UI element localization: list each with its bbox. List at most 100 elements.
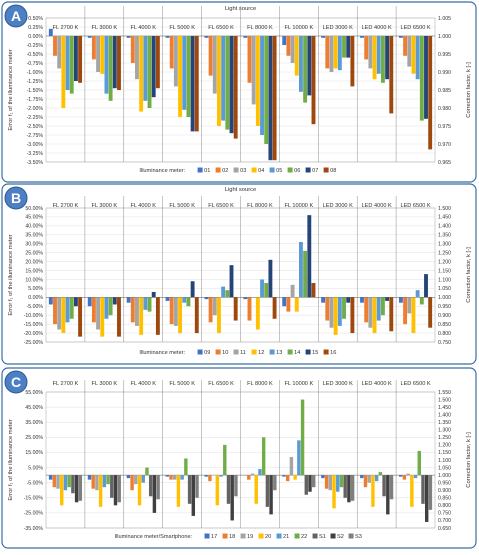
bar-20-5: [255, 475, 258, 504]
legend-swatch-S2: [331, 534, 336, 539]
legend-swatch-14: [288, 350, 293, 355]
bar-13-5: [260, 279, 264, 297]
bar-03-8: [368, 36, 372, 68]
bar-S1-5: [266, 475, 269, 507]
bar-01-1: [88, 36, 92, 38]
bar-19-1: [95, 475, 98, 490]
y2-tick-label: 1.550: [438, 390, 451, 396]
bar-06-3: [186, 36, 190, 117]
y2-tick-label: 1.000: [438, 295, 451, 301]
bar-S3-8: [390, 475, 393, 499]
y2-tick-label: 1.250: [438, 250, 451, 256]
category-label: FL 4000 K: [130, 25, 156, 31]
bar-11-6: [291, 285, 295, 298]
bar-20-9: [410, 475, 413, 507]
bar-02-6: [286, 36, 290, 56]
bar-12-4: [217, 297, 221, 333]
category-label: FL 8000 K: [247, 203, 273, 209]
bar-05-0: [66, 36, 70, 90]
bar-12-9: [412, 297, 416, 333]
bar-10-2: [131, 297, 135, 322]
y2-tick-label: 1.150: [438, 268, 451, 274]
bar-10-7: [325, 297, 329, 320]
bar-19-9: [406, 474, 409, 476]
y-tick-label: -25.00%: [24, 340, 44, 346]
bar-09-8: [360, 297, 364, 302]
y-tick-label: 35.00%: [25, 420, 43, 426]
bar-04-8: [373, 36, 377, 79]
bar-18-3: [169, 475, 172, 480]
bar-01-5: [243, 36, 247, 38]
bar-11-4: [213, 297, 217, 315]
bar-17-1: [88, 475, 91, 480]
bar-S2-3: [192, 475, 195, 516]
bar-11-2: [135, 297, 139, 326]
bar-15-1: [113, 297, 117, 304]
bar-10-5: [248, 297, 252, 320]
bar-15-7: [346, 297, 350, 302]
bar-11-0: [57, 297, 61, 329]
bar-16-6: [312, 283, 316, 297]
bar-14-4: [225, 290, 229, 297]
category-label: FL 3000 K: [92, 203, 118, 209]
y2-tick-label: 0.900: [438, 313, 451, 319]
category-label: FL 10000 K: [284, 381, 313, 387]
bar-13-0: [66, 297, 70, 322]
category-label: FL 2700 K: [53, 381, 79, 387]
panel-badge-label: B: [11, 190, 21, 206]
y-tick-label: -3.25%: [27, 151, 44, 157]
y2-tick-label: 1.050: [438, 465, 451, 471]
y2-axis-title: Correction factor, k [-]: [466, 432, 472, 488]
bar-21-6: [297, 440, 300, 475]
legend-title: Illuminance meter:: [139, 350, 185, 356]
bar-02-7: [325, 36, 329, 68]
bar-12-5: [256, 297, 260, 329]
bar-08-6: [312, 36, 316, 124]
bar-S1-8: [382, 475, 385, 496]
bar-07-5: [268, 36, 272, 160]
bar-06-4: [225, 36, 229, 130]
legend-swatch-10: [216, 350, 221, 355]
y-tick-label: -2.50%: [27, 124, 44, 130]
bar-05-7: [338, 36, 342, 70]
legend-item-S1: S1: [319, 534, 326, 540]
legend-item-11: 11: [240, 350, 246, 356]
bar-01-7: [321, 36, 325, 38]
bar-15-8: [385, 297, 389, 301]
category-label: LED 3000 K: [323, 203, 353, 209]
bar-06-2: [148, 36, 152, 108]
y2-tick-label: 1.300: [438, 242, 451, 248]
bar-11-3: [174, 297, 178, 326]
bar-09-9: [399, 297, 403, 302]
category-label: LED 6500 K: [400, 25, 430, 31]
bar-S3-5: [273, 475, 276, 490]
bar-19-6: [290, 457, 293, 475]
bar-05-5: [260, 36, 264, 135]
y2-tick-label: 1.250: [438, 435, 451, 441]
bar-10-0: [53, 297, 57, 324]
category-label: FL 8000 K: [247, 381, 273, 387]
bar-05-8: [377, 36, 381, 74]
bar-07-0: [74, 36, 78, 81]
bar-02-4: [209, 36, 213, 76]
bar-07-2: [152, 36, 156, 97]
legend-swatch-09: [198, 350, 203, 355]
y2-tick-label: 0.950: [438, 304, 451, 310]
bar-09-1: [88, 297, 92, 306]
y2-tick-label: 1.500: [438, 397, 451, 403]
bar-S2-9: [425, 475, 428, 522]
bar-12-3: [178, 297, 182, 333]
legend-title: Illuminance meter:: [139, 168, 185, 174]
bar-01-9: [399, 36, 403, 38]
bar-21-2: [142, 475, 145, 483]
y2-tick-label: 0.800: [438, 331, 451, 337]
bar-02-8: [364, 36, 368, 59]
bar-14-7: [342, 297, 346, 318]
category-label: FL 6500 K: [208, 381, 234, 387]
bar-06-0: [70, 36, 74, 94]
bar-14-8: [381, 297, 385, 315]
bar-18-1: [91, 475, 94, 489]
y-tick-label: 0.00%: [28, 34, 43, 40]
